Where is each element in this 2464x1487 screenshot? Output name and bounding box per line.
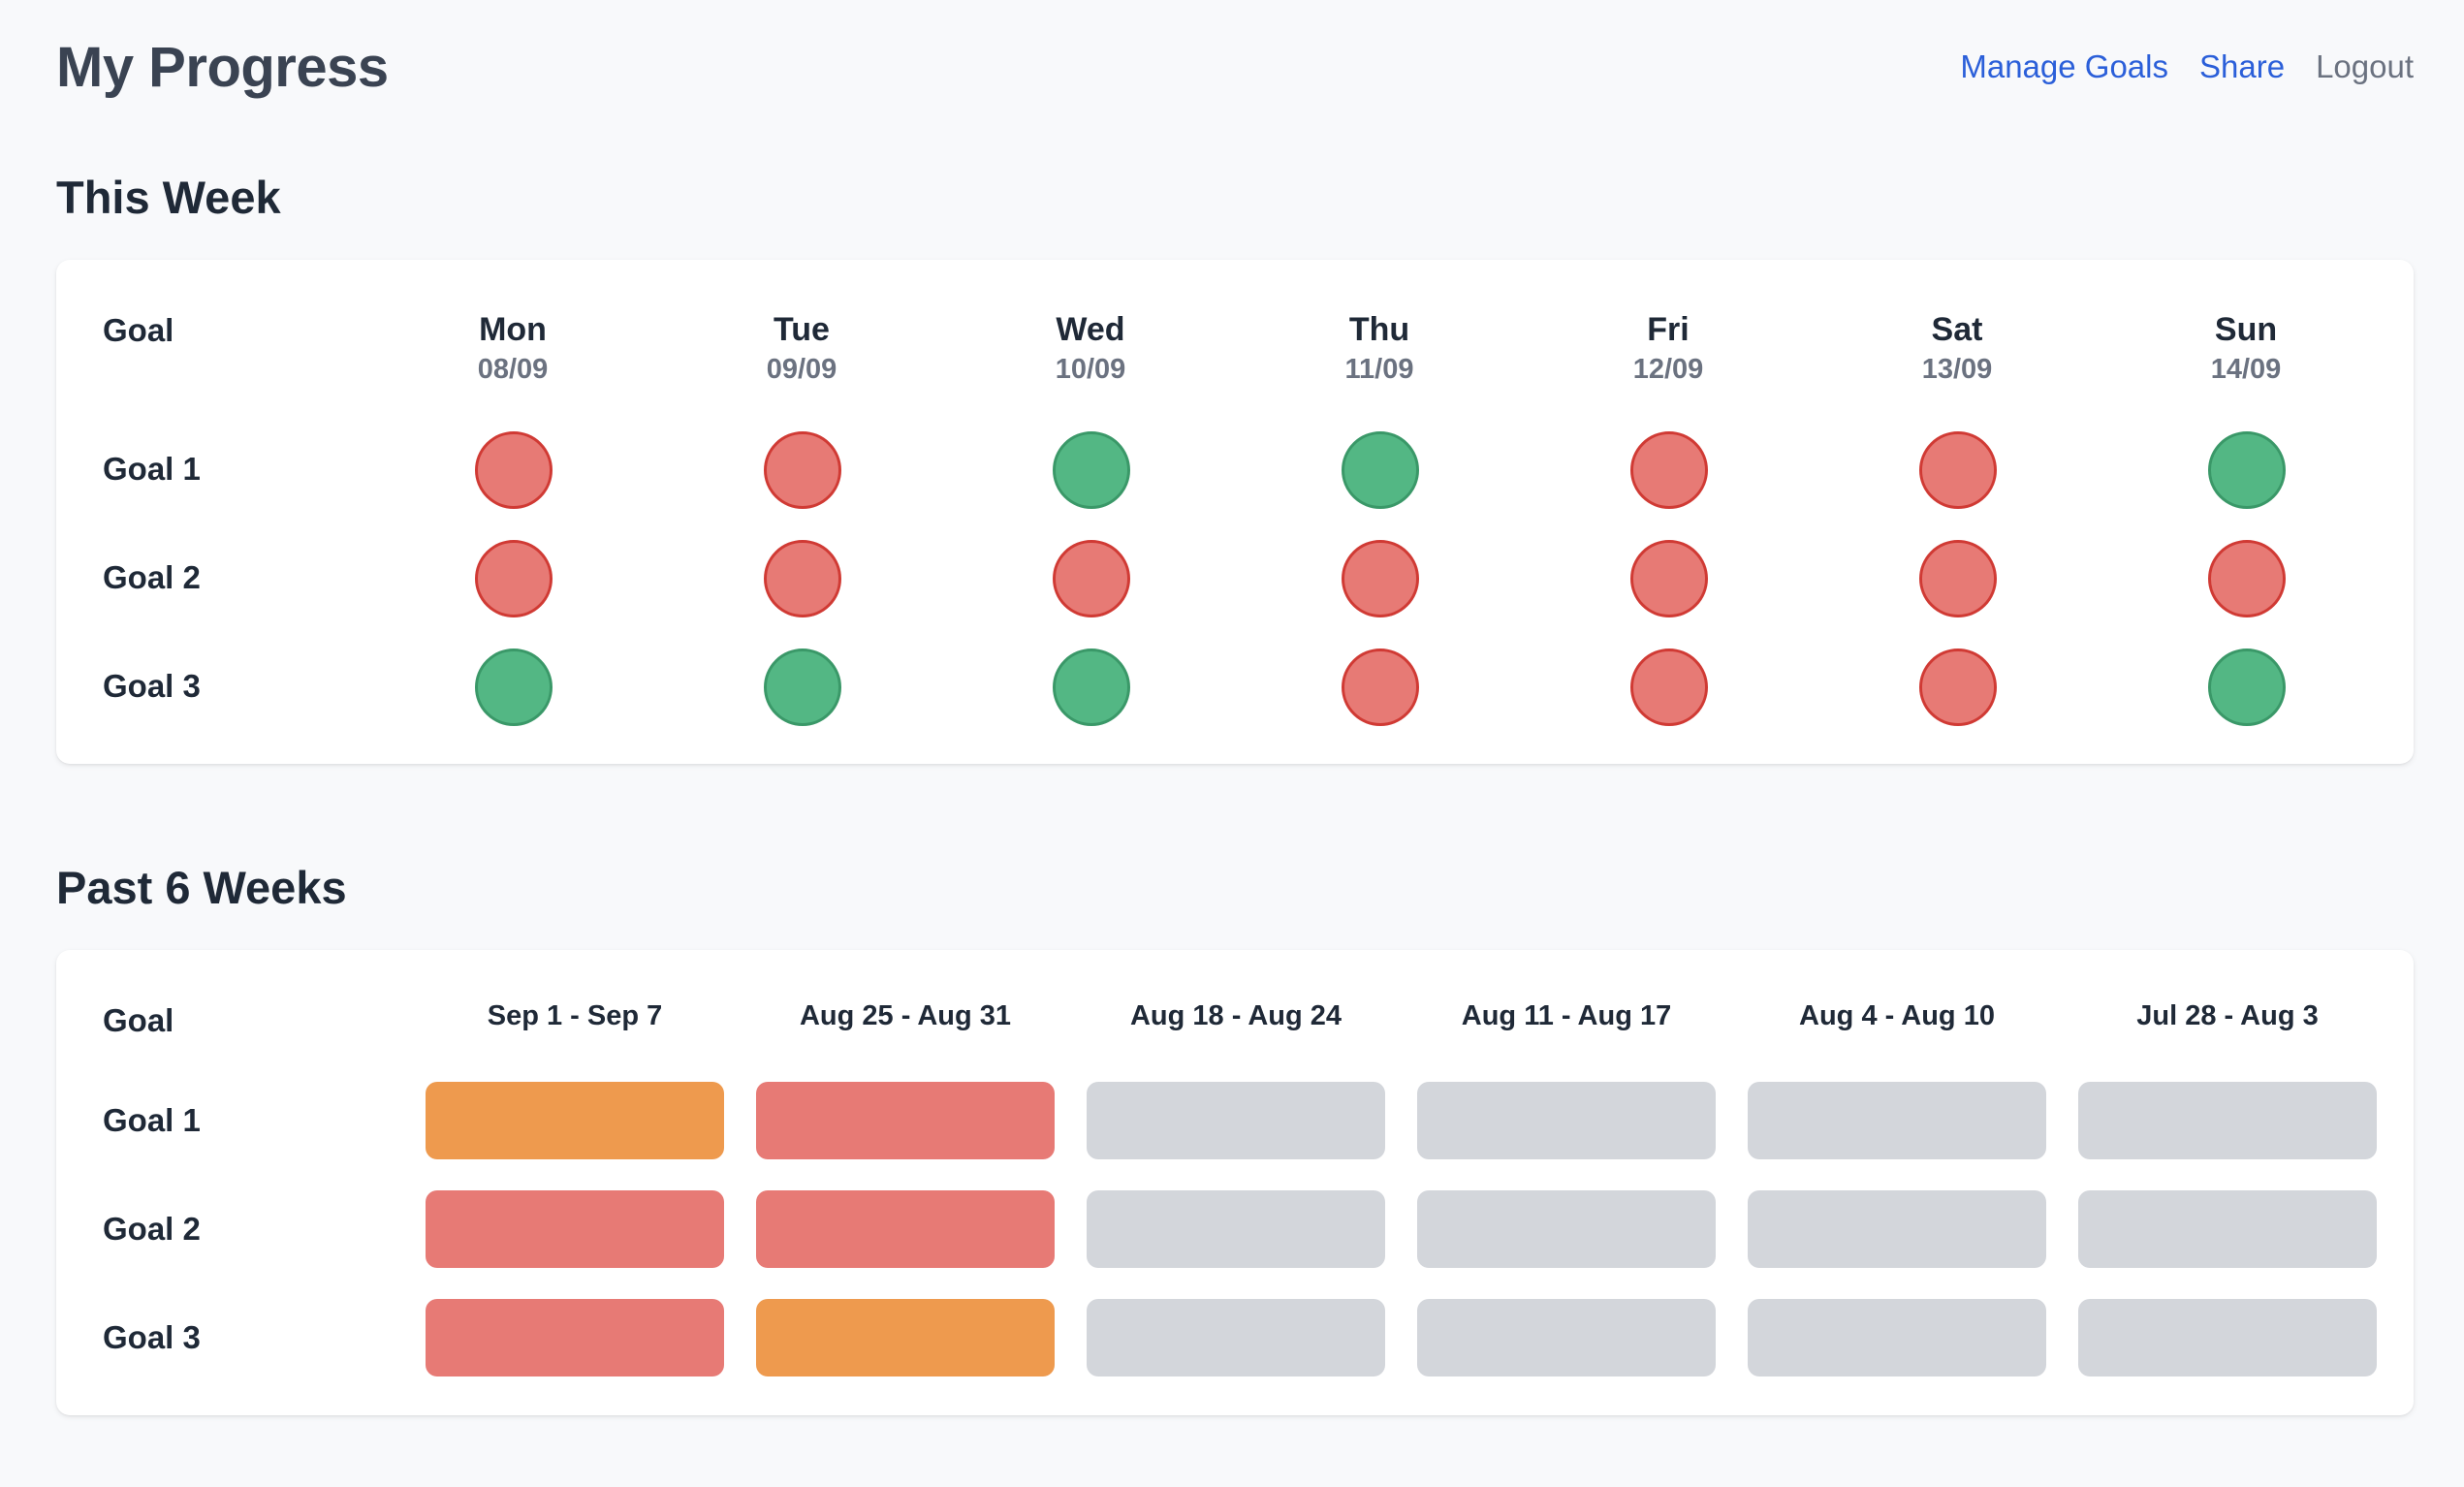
week-status-bar-none[interactable] (1748, 1190, 2046, 1268)
past-weeks-title: Past 6 Weeks (56, 862, 347, 913)
day-name: Sat (1931, 311, 1983, 348)
status-dot-missed[interactable] (1919, 540, 1997, 617)
day-name: Mon (479, 311, 547, 348)
goal-row-label: Goal 1 (103, 1102, 201, 1138)
day-date: 14/09 (2210, 354, 2282, 385)
week-status-bar-none[interactable] (1417, 1299, 1716, 1376)
status-dot-missed[interactable] (1630, 431, 1708, 509)
day-date: 11/09 (1344, 354, 1414, 385)
status-dot-done[interactable] (1053, 649, 1130, 726)
day-header: Sat 13/09 (1860, 310, 2054, 390)
share-link[interactable]: Share (2199, 48, 2286, 84)
top-header: My Progress Manage Goals Share Logout (56, 0, 2414, 143)
week-status-bar-partial[interactable] (756, 1299, 1055, 1376)
past-weeks-card: Goal Sep 1 - Sep 7 Aug 25 - Aug 31 Aug 18 … (56, 950, 2414, 1415)
week-status-bar-missed[interactable] (426, 1299, 724, 1376)
day-name: Sun (2214, 311, 2278, 348)
page: My Progress Manage Goals Share Logout Th… (56, 0, 2414, 1415)
status-dot-missed[interactable] (475, 540, 553, 617)
status-dot-missed[interactable] (2208, 540, 2286, 617)
day-date: 12/09 (1632, 354, 1704, 385)
goal-row-label: Goal 3 (103, 668, 201, 704)
week-status-bar-none[interactable] (1748, 1299, 2046, 1376)
status-dot-missed[interactable] (1342, 649, 1419, 726)
status-dot-done[interactable] (475, 649, 553, 726)
goal-column-header: Goal (103, 1002, 174, 1038)
goal-row-label: Goal 2 (103, 1211, 201, 1247)
day-header: Sun 14/09 (2149, 310, 2343, 390)
this-week-card: Goal Mon 08/09 Tue 09/09 Wed 10/09 Thu 11/09 Fri… (56, 260, 2414, 764)
day-name: Wed (1056, 311, 1125, 348)
day-date: 09/09 (766, 354, 837, 385)
week-range-header: Aug 4 - Aug 10 (1799, 1000, 1995, 1031)
goal-row-label: Goal 1 (103, 451, 201, 487)
week-range-header: Jul 28 - Aug 3 (2136, 1000, 2319, 1031)
week-status-bar-none[interactable] (1748, 1082, 2046, 1159)
top-nav: Manage Goals Share Logout (1960, 48, 2414, 85)
day-date: 10/09 (1055, 354, 1126, 385)
status-dot-missed[interactable] (1630, 540, 1708, 617)
day-header: Wed 10/09 (994, 310, 1187, 390)
day-header: Fri 12/09 (1571, 310, 1765, 390)
goal-row-label: Goal 3 (103, 1319, 201, 1355)
page-title: My Progress (56, 36, 389, 99)
week-status-bar-missed[interactable] (756, 1082, 1055, 1159)
week-status-bar-none[interactable] (2078, 1299, 2377, 1376)
week-status-bar-missed[interactable] (426, 1190, 724, 1268)
week-status-bar-none[interactable] (1087, 1190, 1385, 1268)
status-dot-missed[interactable] (1919, 649, 1997, 726)
status-dot-missed[interactable] (1053, 540, 1130, 617)
status-dot-done[interactable] (764, 649, 841, 726)
status-dot-missed[interactable] (1342, 540, 1419, 617)
status-dot-missed[interactable] (1919, 431, 1997, 509)
week-range-header: Sep 1 - Sep 7 (487, 1000, 663, 1031)
week-status-bar-none[interactable] (2078, 1190, 2377, 1268)
day-date: 13/09 (1921, 354, 1993, 385)
day-date: 08/09 (477, 354, 549, 385)
day-name: Tue (774, 311, 830, 348)
status-dot-done[interactable] (2208, 431, 2286, 509)
week-status-bar-none[interactable] (1417, 1190, 1716, 1268)
manage-goals-link[interactable]: Manage Goals (1960, 48, 2168, 84)
week-status-bar-missed[interactable] (756, 1190, 1055, 1268)
week-status-bar-none[interactable] (2078, 1082, 2377, 1159)
week-range-header: Aug 25 - Aug 31 (799, 1000, 1012, 1031)
logout-link[interactable]: Logout (2316, 48, 2414, 84)
status-dot-done[interactable] (1053, 431, 1130, 509)
week-range-header: Aug 18 - Aug 24 (1129, 1000, 1343, 1031)
status-dot-missed[interactable] (1630, 649, 1708, 726)
goal-row-label: Goal 2 (103, 559, 201, 595)
day-header: Tue 09/09 (705, 310, 899, 390)
week-status-bar-none[interactable] (1087, 1082, 1385, 1159)
status-dot-missed[interactable] (764, 540, 841, 617)
goal-column-header: Goal (103, 312, 174, 348)
day-header: Thu 11/09 (1282, 310, 1476, 390)
day-header: Mon 08/09 (416, 310, 610, 390)
week-status-bar-none[interactable] (1417, 1082, 1716, 1159)
status-dot-missed[interactable] (475, 431, 553, 509)
status-dot-done[interactable] (1342, 431, 1419, 509)
week-status-bar-none[interactable] (1087, 1299, 1385, 1376)
status-dot-missed[interactable] (764, 431, 841, 509)
status-dot-done[interactable] (2208, 649, 2286, 726)
this-week-title: This Week (56, 172, 281, 223)
day-name: Thu (1348, 311, 1410, 348)
day-name: Fri (1647, 311, 1690, 348)
week-range-header: Aug 11 - Aug 17 (1461, 1000, 1672, 1031)
week-status-bar-partial[interactable] (426, 1082, 724, 1159)
